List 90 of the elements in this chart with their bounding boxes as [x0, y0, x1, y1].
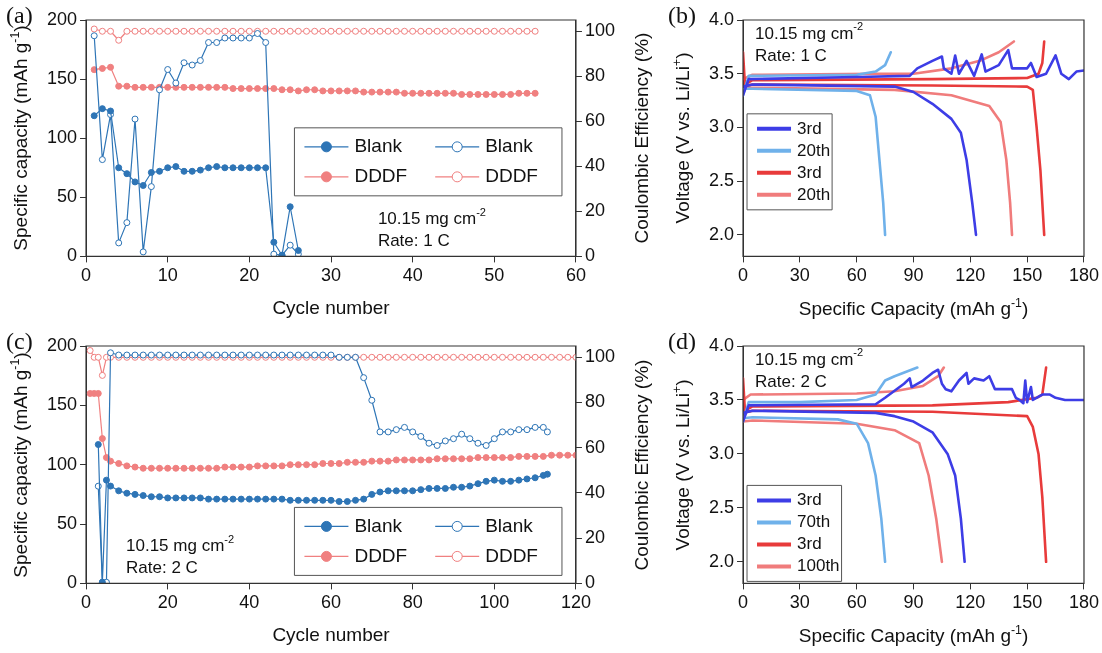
annotation: Rate: 2 C — [126, 558, 198, 578]
x-tick-label: 150 — [1012, 265, 1043, 286]
x-tick-label: 90 — [903, 265, 924, 286]
legend-label: 20th — [797, 184, 831, 204]
y-tick-label: 50 — [57, 186, 78, 207]
chart-title: (a) — [6, 2, 33, 28]
x-tick-label: 150 — [1012, 592, 1043, 613]
y-tick-label: 50 — [57, 513, 78, 534]
x-axis-title: Cycle number — [272, 624, 390, 646]
legend-label: 20th — [797, 140, 831, 160]
x-tick-label: 20 — [157, 592, 178, 613]
y-tick-label: 200 — [46, 8, 78, 29]
y2-tick-label: 20 — [584, 527, 605, 548]
y-tick-label: 100 — [46, 127, 78, 148]
legend-label: DDDF — [354, 165, 408, 187]
y2-tick-label: 60 — [584, 436, 605, 457]
annotation: Rate: 1 C — [755, 45, 827, 65]
y-tick-label: 150 — [46, 68, 78, 89]
y-tick-label: 2.0 — [708, 550, 735, 571]
x-axis-title: Specific Capacity (mAh g$^{-1}$) — [798, 296, 1029, 320]
annotation: Rate: 1 C — [377, 231, 450, 251]
y-tick-label: 0 — [67, 245, 78, 266]
x-tick-label: 180 — [1068, 265, 1100, 286]
x-axis-title: Cycle number — [272, 297, 390, 319]
annotation: Rate: 2 C — [755, 371, 827, 391]
y-tick-label: 4.0 — [708, 334, 735, 355]
x-tick-label: 30 — [789, 592, 810, 613]
x-tick-label: 10 — [157, 265, 178, 286]
x-tick-label: 90 — [903, 592, 924, 613]
y-tick-label: 2.0 — [708, 223, 735, 244]
legend-label: 70th — [797, 512, 831, 532]
legend-label: 3rd — [797, 490, 822, 510]
x-tick-label: 180 — [1068, 592, 1100, 613]
x-tick-label: 60 — [565, 265, 586, 286]
y2-tick-label: 0 — [584, 572, 595, 593]
legend-label: Blank — [354, 514, 403, 536]
y2-axis-title: Coulombic Efficiency (%) — [631, 359, 653, 571]
x-tick-label: 120 — [955, 265, 986, 286]
chart-title: (d) — [668, 328, 696, 355]
y2-tick-label: 80 — [584, 65, 605, 86]
x-tick-label: 60 — [846, 592, 867, 613]
y2-axis-title: Coulombic Efficiency (%) — [631, 32, 653, 244]
x-tick-label: 60 — [846, 265, 867, 286]
x-tick-label: 30 — [789, 265, 810, 286]
x-tick-label: 120 — [955, 592, 986, 613]
y-tick-label: 0 — [67, 572, 78, 593]
legend-label: DDDF — [485, 165, 538, 187]
legend-label: 3rd — [797, 118, 822, 138]
y-tick-label: 100 — [46, 453, 78, 474]
y2-tick-label: 0 — [584, 245, 595, 266]
y2-tick-label: 20 — [584, 200, 605, 221]
x-tick-label: 40 — [239, 592, 260, 613]
x-tick-label: 120 — [560, 592, 591, 613]
y2-tick-label: 40 — [584, 155, 605, 176]
y2-tick-label: 100 — [584, 20, 616, 41]
x-tick-label: 40 — [402, 265, 423, 286]
y-tick-label: 2.5 — [708, 496, 735, 517]
y-tick-label: 3.0 — [708, 116, 735, 137]
x-tick-label: 60 — [320, 592, 342, 613]
y2-tick-label: 40 — [584, 481, 605, 502]
legend-label: Blank — [354, 135, 403, 157]
legend-label: DDDF — [354, 544, 408, 566]
x-tick-label: 30 — [320, 265, 342, 286]
y2-tick-label: 60 — [584, 110, 605, 131]
x-axis-title: Specific Capacity (mAh g$^{-1}$) — [798, 623, 1029, 647]
y-tick-label: 3.0 — [708, 442, 735, 463]
x-tick-label: 50 — [484, 265, 505, 286]
legend-label: 3rd — [797, 162, 822, 182]
x-tick-label: 0 — [81, 265, 92, 286]
y-tick-label: 200 — [46, 334, 78, 355]
y-tick-label: 3.5 — [708, 62, 735, 83]
x-tick-label: 100 — [479, 592, 510, 613]
legend-label: Blank — [485, 514, 534, 536]
chart-title: (c) — [6, 328, 33, 354]
y-tick-label: 150 — [46, 394, 78, 415]
y-tick-label: 2.5 — [708, 170, 735, 191]
y2-tick-label: 80 — [584, 391, 605, 412]
x-tick-label: 80 — [402, 592, 423, 613]
legend-label: DDDF — [485, 544, 538, 566]
legend-label: 100th — [797, 556, 840, 576]
x-tick-label: 20 — [239, 265, 260, 286]
y-tick-label: 4.0 — [708, 8, 735, 29]
x-tick-label: 0 — [81, 592, 92, 613]
x-tick-label: 0 — [738, 592, 749, 613]
y2-tick-label: 100 — [584, 346, 616, 367]
legend-label: 3rd — [797, 534, 822, 554]
legend-label: Blank — [485, 135, 534, 157]
y-tick-label: 3.5 — [708, 388, 735, 409]
chart-title: (b) — [668, 2, 696, 29]
x-tick-label: 0 — [738, 265, 749, 286]
